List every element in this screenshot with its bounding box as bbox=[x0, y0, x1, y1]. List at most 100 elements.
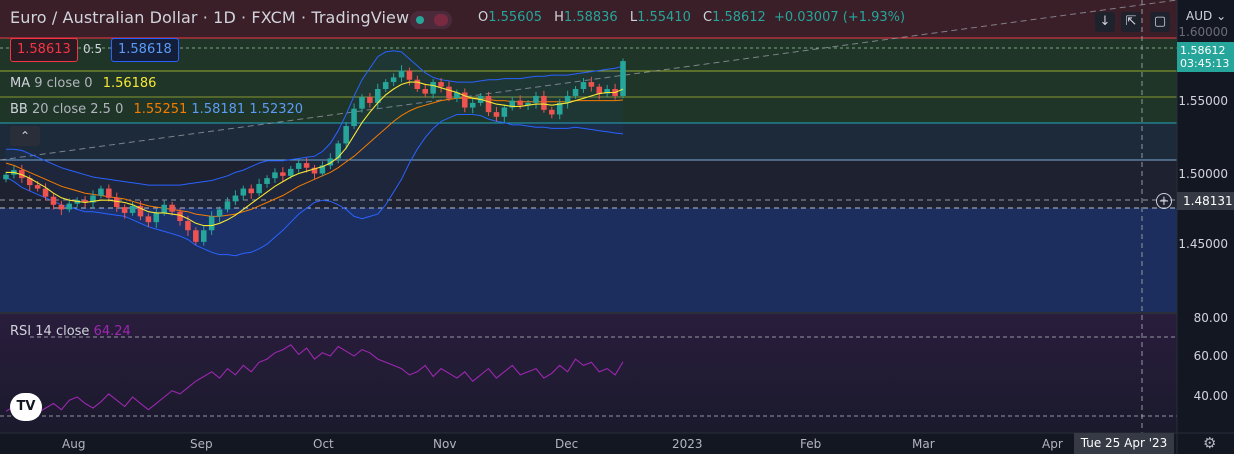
open-value: 1.55605 bbox=[488, 10, 542, 25]
rsi-line bbox=[5, 344, 624, 420]
candle bbox=[90, 190, 96, 209]
time-label-apr: Apr bbox=[1042, 437, 1063, 451]
candle bbox=[129, 201, 136, 216]
candle-body bbox=[66, 203, 73, 210]
candle bbox=[414, 75, 421, 92]
collapse-legend-button[interactable]: ⌃ bbox=[10, 126, 40, 146]
bb-legend[interactable]: BB 20 close 2.5 0 1.55251 1.58181 1.5232… bbox=[10, 102, 303, 117]
candle bbox=[359, 94, 365, 113]
candle bbox=[390, 73, 397, 86]
crosshair-date: Tue 25 Apr '23 bbox=[1074, 433, 1174, 454]
price-label-1: 1.60000 bbox=[1178, 25, 1228, 39]
candle bbox=[113, 192, 120, 212]
candle-body bbox=[604, 89, 610, 94]
candle bbox=[232, 190, 239, 206]
candle bbox=[19, 164, 25, 183]
candle-body bbox=[177, 211, 183, 221]
candle bbox=[604, 84, 610, 97]
candle bbox=[3, 171, 9, 183]
candle bbox=[208, 211, 215, 236]
candle-body bbox=[208, 216, 215, 231]
ma-value: 1.56186 bbox=[102, 76, 157, 91]
candle-body bbox=[137, 205, 144, 217]
rsi-axis-40: 40.00 bbox=[1193, 389, 1228, 403]
price-label-3: 1.50000 bbox=[1178, 167, 1228, 181]
candle-body bbox=[549, 109, 555, 115]
candle-body bbox=[256, 183, 262, 194]
candle bbox=[224, 197, 231, 213]
candle bbox=[153, 208, 160, 228]
rsi-legend[interactable]: RSI 14 close 64.24 bbox=[10, 324, 131, 339]
rsi-value: 64.24 bbox=[93, 324, 131, 339]
candle bbox=[137, 200, 144, 221]
candle-body bbox=[240, 188, 247, 196]
candle-body bbox=[264, 178, 270, 184]
candle bbox=[82, 196, 88, 208]
rsi-name: RSI bbox=[10, 324, 32, 339]
candle bbox=[351, 103, 357, 129]
candle bbox=[596, 83, 603, 100]
ma-legend[interactable]: MA 9 close 0 1.56186 bbox=[10, 76, 156, 91]
high-value: 1.58836 bbox=[563, 10, 618, 25]
candle-body bbox=[446, 86, 452, 99]
candle-body bbox=[121, 207, 128, 213]
candle-body bbox=[98, 188, 104, 196]
candle bbox=[469, 97, 476, 114]
bar-countdown: 03:45:13 bbox=[1180, 57, 1230, 70]
download-icon[interactable]: ↓ bbox=[1095, 12, 1115, 32]
sell-button[interactable]: 1.58613 bbox=[10, 38, 78, 62]
candle-body bbox=[469, 102, 476, 108]
zoom-out-icon[interactable]: ⇱ bbox=[1121, 12, 1141, 32]
candle bbox=[367, 93, 373, 108]
currency-label: AUD bbox=[1186, 9, 1213, 23]
bb-basis-value: 1.55251 bbox=[133, 102, 188, 117]
fullscreen-icon[interactable]: ▢ bbox=[1150, 12, 1170, 32]
candle-body bbox=[129, 205, 136, 213]
candle-body bbox=[248, 188, 254, 194]
ohlc-readout: O1.55605 H1.58836 L1.55410 C1.58612 +0.0… bbox=[470, 10, 905, 25]
candle-body bbox=[311, 167, 318, 174]
wave-icon bbox=[434, 14, 448, 26]
rsi-axis-60: 60.00 bbox=[1193, 349, 1228, 363]
candle bbox=[311, 164, 318, 180]
gear-icon[interactable]: ⚙ bbox=[1203, 434, 1217, 452]
candle bbox=[493, 106, 500, 122]
candle bbox=[121, 204, 128, 219]
currency-selector[interactable]: AUD ⌄ bbox=[1186, 9, 1226, 23]
candle-body bbox=[343, 126, 349, 144]
add-alert-icon[interactable]: + bbox=[1156, 193, 1172, 209]
candle-body bbox=[367, 97, 373, 103]
bb-params: 20 close 2.5 0 bbox=[31, 102, 124, 117]
candle bbox=[375, 83, 381, 109]
ma-params: 9 close 0 bbox=[34, 76, 93, 91]
chevron-up-icon: ⌃ bbox=[19, 129, 31, 143]
market-open-icon bbox=[416, 16, 424, 24]
bb-upper-line bbox=[6, 50, 624, 186]
candle bbox=[343, 122, 349, 150]
candle-body bbox=[398, 70, 405, 78]
symbol-title[interactable]: Euro / Australian Dollar · 1D · FXCM · T… bbox=[10, 8, 410, 27]
open-label: O bbox=[478, 10, 489, 25]
crosshair-price: 1.48131 bbox=[1177, 192, 1234, 210]
buy-button[interactable]: 1.58618 bbox=[111, 38, 179, 62]
tradingview-logo[interactable]: TV bbox=[10, 393, 42, 421]
market-status-toggle[interactable] bbox=[410, 11, 452, 29]
candle bbox=[145, 213, 152, 227]
candle-body bbox=[19, 170, 25, 179]
candle bbox=[446, 81, 452, 102]
candle-body bbox=[485, 95, 492, 113]
candle bbox=[106, 184, 112, 202]
candle-body bbox=[382, 82, 389, 89]
candle-body bbox=[422, 89, 429, 94]
low-label: L bbox=[629, 10, 638, 25]
close-value: 1.58612 bbox=[712, 10, 766, 25]
candle-body bbox=[462, 92, 468, 108]
candle bbox=[438, 78, 444, 93]
candle bbox=[588, 76, 595, 92]
candle-body bbox=[335, 143, 341, 159]
candle bbox=[454, 89, 460, 103]
time-label-dec: Dec bbox=[555, 437, 579, 451]
candle bbox=[533, 91, 539, 109]
